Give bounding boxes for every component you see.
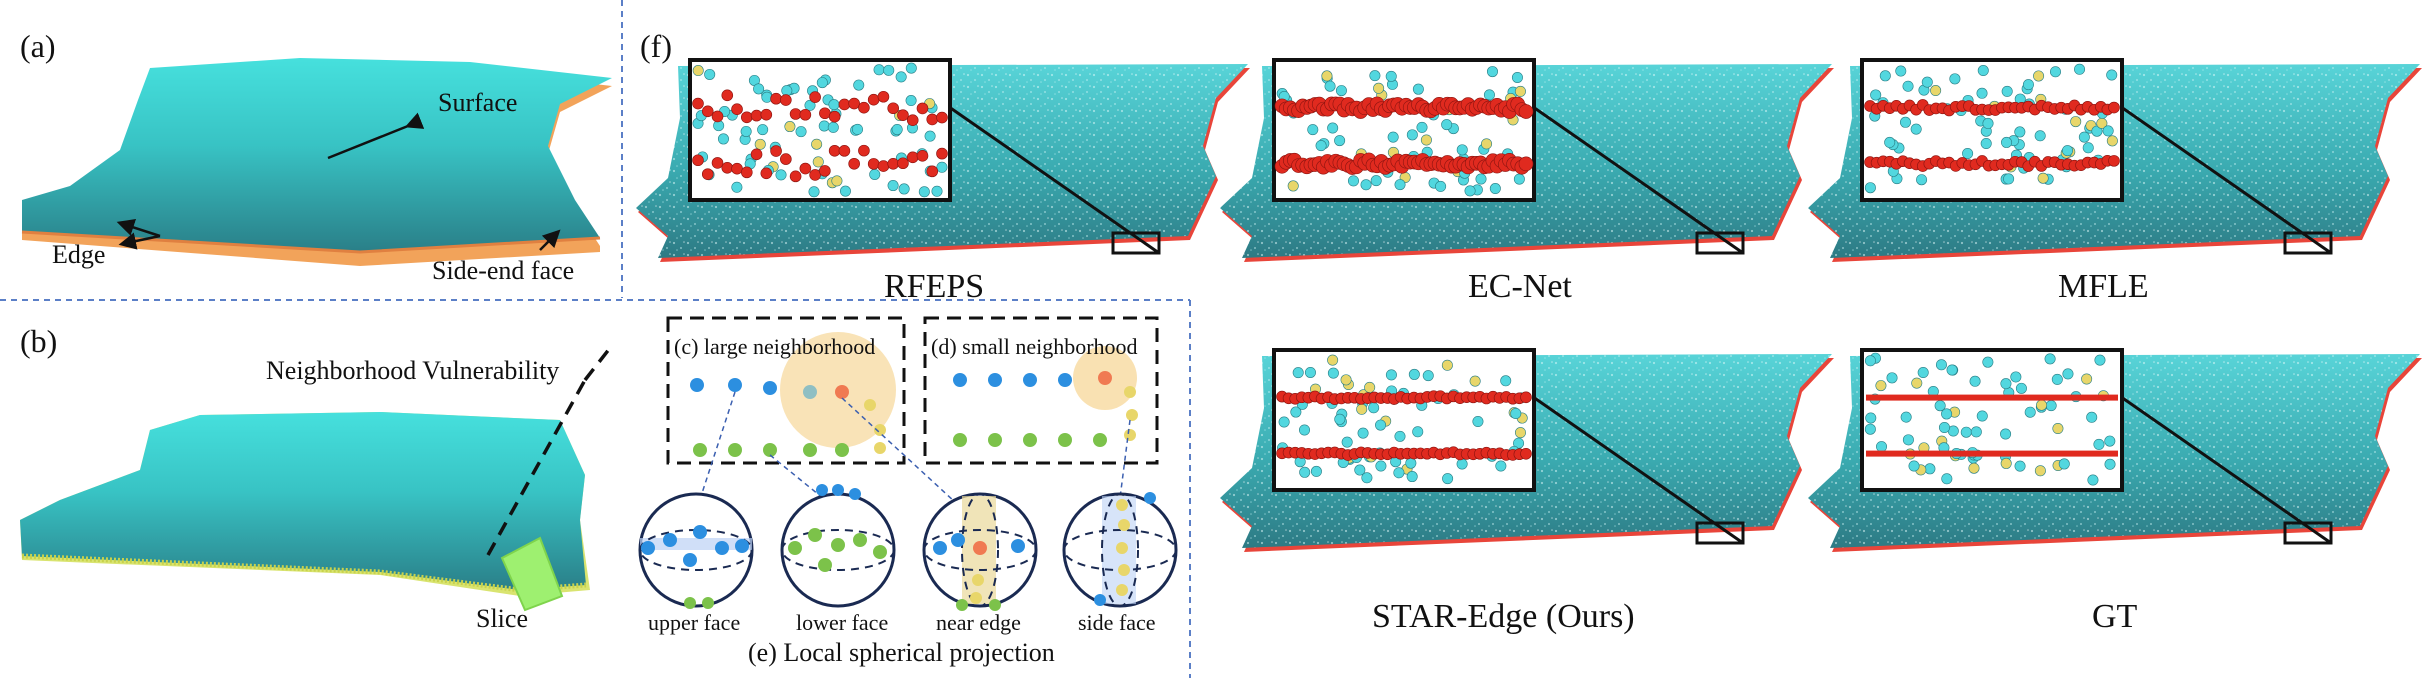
inset-edge-points <box>1274 96 1534 175</box>
label-upper-face: upper face <box>648 610 741 635</box>
caption-rfeps: RFEPS <box>884 268 985 305</box>
panel-a-shape <box>21 58 612 266</box>
slab-gt <box>1808 348 2422 552</box>
result-slabs <box>636 58 2422 552</box>
label-small-neighborhood: (d) small neighborhood <box>931 334 1138 359</box>
slab-rfeps <box>636 58 1250 262</box>
caption-ec-net: EC-Net <box>1468 268 1572 305</box>
label-near-edge: near edge <box>936 610 1021 635</box>
label-side-end-face: Side-end face <box>432 256 575 285</box>
label-edge: Edge <box>52 240 106 269</box>
panel-label-b: (b) <box>20 323 58 359</box>
label-neighborhood-vulnerability: Neighborhood Vulnerability <box>266 356 560 385</box>
zoom-region <box>1695 521 1745 545</box>
panel-label-a: (a) <box>20 28 56 64</box>
inset-edge-points <box>1276 390 1532 461</box>
panel-c-box <box>666 316 906 465</box>
label-slice: Slice <box>476 604 528 633</box>
zoom-connector <box>2121 106 2332 255</box>
inset-edge-points <box>1866 394 2118 457</box>
label-large-neighborhood: (c) large neighborhood <box>674 334 876 359</box>
panel-dividers <box>0 0 1191 678</box>
zoom-connector <box>1533 396 1744 545</box>
caption-mfle: MFLE <box>2058 268 2149 305</box>
inset-edge-points <box>692 89 948 183</box>
slab-star-edge <box>1220 348 1834 552</box>
zoom-region <box>2283 231 2333 255</box>
slab-ec-net <box>1220 58 1834 262</box>
zoom-inset <box>1860 348 2124 492</box>
zoom-region <box>1111 231 1161 255</box>
inset-edge-points <box>1864 99 2120 172</box>
inset-points <box>1276 66 1526 197</box>
caption-star-edge: STAR-Edge (Ours) <box>1372 598 1635 635</box>
label-surface: Surface <box>438 88 518 117</box>
zoom-connector <box>1533 106 1744 255</box>
sphere-side-face <box>1062 492 1178 608</box>
zoom-region <box>2283 521 2333 545</box>
panel-label-f: (f) <box>640 28 672 64</box>
sphere-upper-face <box>638 492 754 609</box>
sphere-lower-face <box>780 484 896 608</box>
label-side-face: side face <box>1078 610 1156 635</box>
sphere-near-edge <box>922 492 1038 611</box>
zoom-connector <box>2121 396 2332 545</box>
panel-d-box <box>923 316 1159 465</box>
slab-mfle <box>1808 58 2422 262</box>
caption-gt: GT <box>2092 598 2138 635</box>
label-lower-face: lower face <box>796 610 889 635</box>
label-local-spherical-projection: (e) Local spherical projection <box>748 638 1055 667</box>
zoom-connector <box>949 106 1160 255</box>
zoom-region <box>1695 231 1745 255</box>
panel-b-shape <box>20 346 612 612</box>
